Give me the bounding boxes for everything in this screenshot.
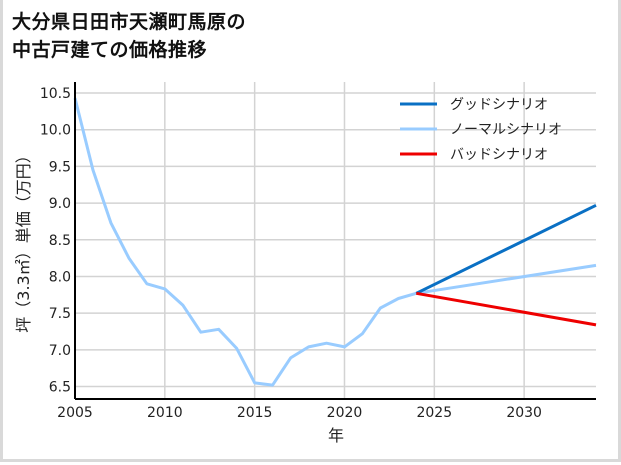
- x-axis-label: 年: [327, 426, 345, 445]
- x-tick-label: 2005: [57, 405, 93, 421]
- legend-label: グッドシナリオ: [450, 97, 548, 113]
- y-tick-label: 10.5: [40, 86, 71, 102]
- y-axis-label: 坪（3.3㎡）単価（万円）: [14, 147, 33, 333]
- x-tick-label: 2030: [506, 405, 542, 421]
- y-tick-label: 9.0: [49, 196, 71, 212]
- y-tick-label: 8.5: [49, 233, 71, 249]
- y-tick-label: 6.5: [49, 380, 71, 396]
- y-tick-label: 10.0: [40, 123, 71, 139]
- x-tick-label: 2010: [147, 405, 183, 421]
- y-tick-label: 7.0: [49, 343, 71, 359]
- chart-title-line-1: 大分県日田市天瀬町馬原の: [12, 11, 247, 33]
- y-tick-label: 7.5: [49, 306, 71, 322]
- series-line: [73, 97, 597, 387]
- x-tick-label: 2025: [416, 405, 452, 421]
- legend-label: バッドシナリオ: [450, 147, 548, 163]
- chart-title-line-2: 中古戸建ての価格推移: [12, 39, 208, 61]
- x-tick-label: 2015: [237, 405, 273, 421]
- y-tick-label: 8.0: [49, 269, 71, 285]
- series-line: [416, 291, 597, 327]
- chart-title: 大分県日田市天瀬町馬原の 中古戸建ての価格推移: [12, 8, 246, 64]
- legend-label: ノーマルシナリオ: [450, 122, 562, 138]
- series-line: [415, 203, 597, 295]
- y-tick-label: 9.5: [49, 159, 71, 175]
- x-tick-label: 2020: [327, 405, 363, 421]
